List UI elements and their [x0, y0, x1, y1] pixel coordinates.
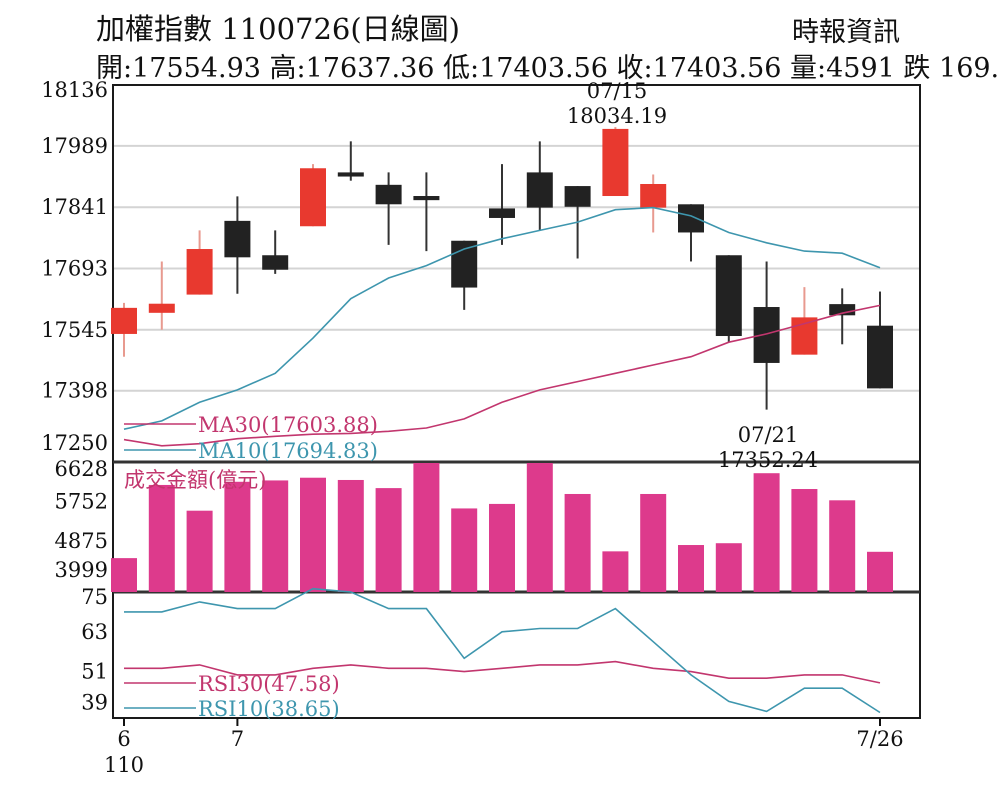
ma30-legend: MA30(17603.88): [198, 413, 378, 437]
candle-body: [678, 204, 704, 233]
candle-body: [753, 307, 780, 363]
x-tick-label: 7/26: [856, 727, 903, 751]
candle-body: [224, 220, 251, 258]
volume-bar: [148, 484, 175, 592]
rsi30-legend: RSI30(47.58): [198, 672, 340, 696]
chart-title: 加權指數 1100726(日線圖): [96, 12, 461, 46]
volume-bar: [829, 500, 856, 592]
ma10-line: [123, 206, 881, 430]
candlestick-series: [111, 127, 893, 410]
volume-bar: [224, 481, 251, 592]
price-tick-label: 17545: [41, 318, 108, 342]
x-tick-label: 6: [117, 727, 130, 751]
volume-tick-label: 4875: [55, 529, 108, 553]
data-source: 時報資訊: [792, 17, 900, 48]
rsi-tick-label: 75: [81, 585, 108, 609]
volume-tick-label: 5752: [55, 490, 108, 514]
rsi30-line: [124, 660, 881, 684]
volume-tick-label: 6628: [55, 457, 108, 481]
volume-bar: [678, 545, 704, 592]
candle-body: [715, 255, 742, 337]
volume-bar: [602, 551, 629, 592]
candle-body: [602, 128, 629, 197]
daily-quote: 開:17554.93 高:17637.36 低:17403.56 收:17403…: [96, 53, 1000, 84]
volume-tick-label: 3999: [55, 558, 108, 582]
volume-bar: [640, 493, 667, 592]
candle-body: [564, 186, 591, 207]
volume-bar: [186, 510, 213, 592]
rsi-tick-label: 51: [81, 660, 108, 684]
price-tick-label: 17693: [41, 257, 108, 281]
moving-average-lines: [123, 206, 881, 447]
candle-body: [111, 307, 137, 334]
x-tick-label: 7: [231, 727, 244, 751]
rsi10-line: [124, 587, 881, 714]
candle-body: [148, 303, 175, 313]
candle-body: [526, 172, 553, 208]
rsi-lines: [124, 587, 881, 714]
price-tick-label: 18136: [41, 78, 108, 102]
price-tick-label: 17398: [41, 379, 108, 403]
candle-body: [829, 304, 856, 316]
price-tick-label: 17250: [41, 431, 108, 455]
volume-bar: [715, 543, 742, 592]
volume-bar: [111, 558, 137, 592]
price-tick-label: 17841: [41, 195, 108, 219]
ma30-line: [123, 304, 881, 447]
ma10-legend: MA10(17694.83): [198, 439, 378, 463]
volume-bar: [300, 477, 326, 592]
volume-title: 成交金額(億元): [124, 468, 266, 492]
volume-bar: [337, 479, 364, 592]
rsi10-legend: RSI10(38.65): [198, 697, 340, 721]
volume-bar: [451, 508, 478, 592]
pane-frames: [112, 84, 921, 719]
high-value-label: 18034.19: [567, 104, 667, 128]
volume-bar: [753, 473, 780, 592]
x-year-label: 110: [104, 753, 144, 777]
volume-bar: [262, 480, 289, 592]
candle-body: [640, 183, 667, 208]
candle-body: [337, 172, 364, 177]
candle-body: [489, 208, 515, 218]
volume-bars: [111, 463, 893, 592]
volume-bar: [564, 493, 591, 592]
volume-bar: [489, 503, 515, 592]
volume-bar: [413, 463, 440, 592]
candle-body: [867, 325, 893, 389]
grid-lines: [113, 144, 920, 392]
chart-frame: [112, 84, 921, 719]
candle-body: [451, 240, 478, 288]
volume-bar: [791, 489, 818, 592]
volume-bar: [867, 551, 893, 592]
low-date-label: 07/21: [738, 423, 799, 447]
high-date-label: 07/15: [587, 79, 648, 103]
rsi-tick-label: 39: [81, 690, 108, 714]
candle-body: [413, 196, 440, 201]
low-value-label: 17352.24: [718, 448, 818, 472]
candle-body: [186, 249, 213, 295]
volume-bar: [375, 488, 402, 592]
candle-body: [300, 168, 326, 227]
candle-body: [262, 255, 289, 270]
candle-body: [375, 184, 402, 205]
rsi-tick-label: 63: [81, 620, 108, 644]
price-tick-label: 17989: [41, 134, 108, 158]
volume-bar: [526, 463, 553, 592]
